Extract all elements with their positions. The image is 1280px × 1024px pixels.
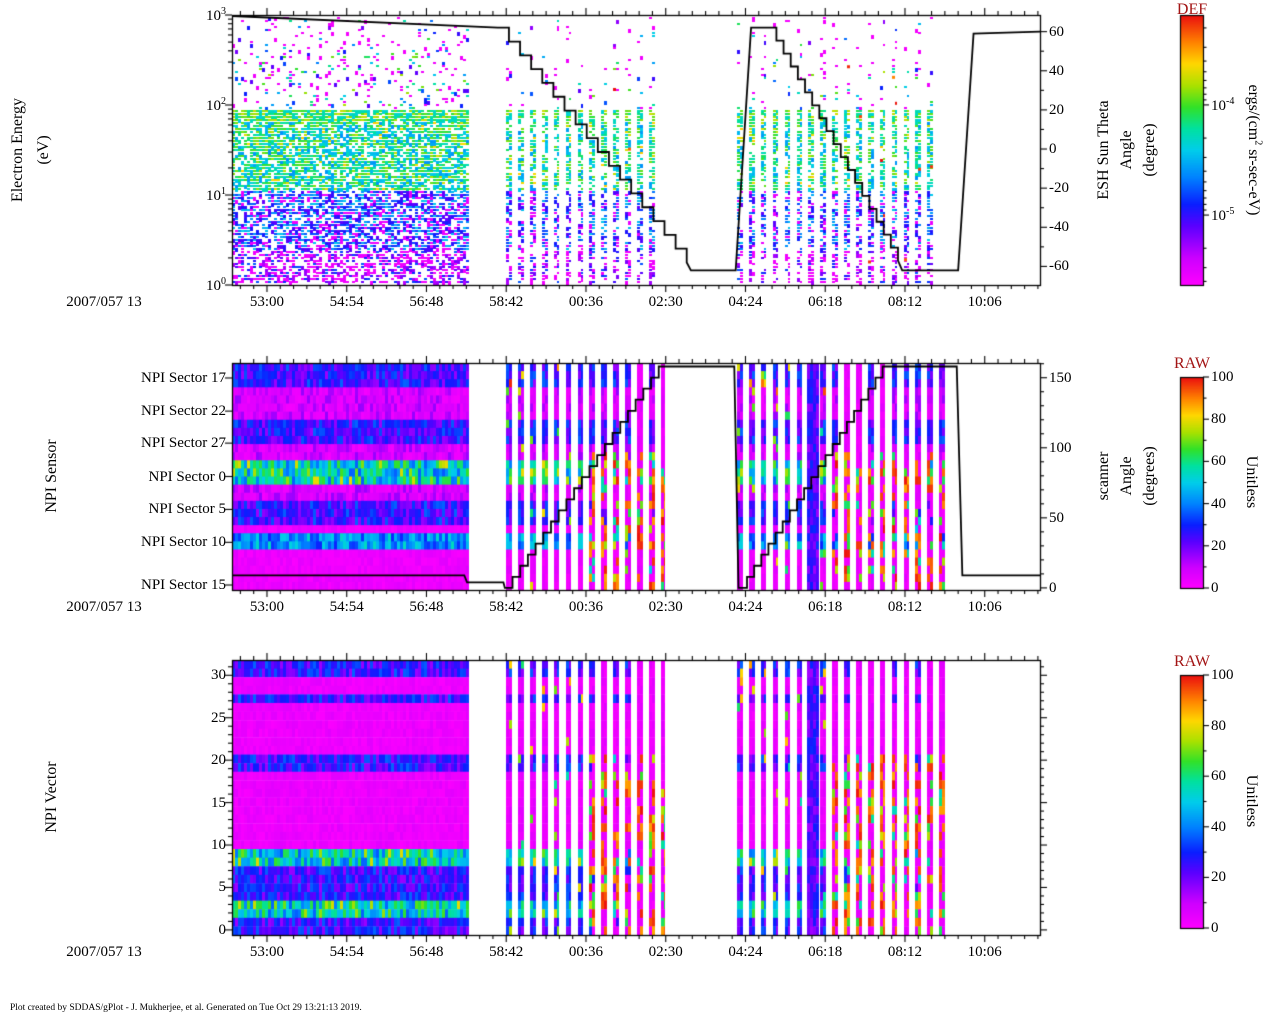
- panel1-ylabel-name: Electron Energy: [9, 97, 27, 203]
- panel2-date-label: 2007/057 13: [66, 598, 142, 615]
- colorbar1-unit-label: ergs/(cm2 sr-sec-eV): [1245, 84, 1264, 216]
- panel1-ylabel-unit: (eV): [35, 135, 53, 165]
- panel1-date-label: 2007/057 13: [66, 293, 142, 310]
- panel2-right-label-angle: Angle: [1118, 456, 1136, 496]
- panel2-ylabel: NPI Sensor: [43, 439, 61, 513]
- panel1-right-label-angle: Angle: [1118, 130, 1136, 170]
- panel2-right-label-source: scanner: [1095, 451, 1113, 501]
- panel2-right-label-unit: (degrees): [1141, 446, 1159, 506]
- panel1-right-label-unit: (degree): [1141, 123, 1159, 177]
- panel3-date-label: 2007/057 13: [66, 943, 142, 960]
- colorbar2-title: RAW: [1173, 355, 1211, 373]
- colorbar1-title: DEF: [1176, 1, 1208, 19]
- colorbar2-unit-label: Unitless: [1242, 455, 1260, 509]
- panel3-ylabel: NPI Vector: [43, 761, 61, 833]
- colorbar3-title: RAW: [1173, 653, 1211, 671]
- panel1-right-label-source: ESH Sun Theta: [1095, 100, 1113, 200]
- footer-credit: Plot created by SDDAS/gPlot - J. Mukherj…: [10, 1003, 362, 1013]
- colorbar3-unit-label: Unitless: [1242, 774, 1260, 828]
